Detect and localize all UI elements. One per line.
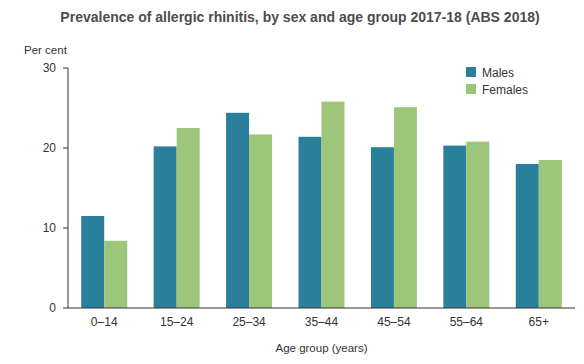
bar (104, 241, 127, 308)
legend-swatch (466, 84, 476, 94)
bars (81, 102, 562, 308)
legend-label: Females (482, 83, 528, 97)
bar (81, 216, 104, 308)
bar (443, 146, 466, 308)
legend-swatch (466, 67, 476, 77)
x-tick-label: 25–34 (232, 315, 266, 329)
bar (322, 102, 345, 308)
x-axis-label: Age group (years) (275, 342, 367, 354)
bar (226, 113, 249, 308)
x-tick-label: 0–14 (91, 315, 118, 329)
legend: Males Females (466, 66, 528, 97)
y-tick-label: 20 (43, 141, 57, 155)
y-tick (63, 68, 68, 69)
y-tick-label: 10 (43, 221, 57, 235)
y-tick (63, 308, 68, 309)
bar (154, 146, 177, 308)
y-tick-label: 30 (43, 61, 57, 75)
bar (249, 134, 272, 308)
x-tick-label: 55–64 (450, 315, 484, 329)
x-tick-label: 45–54 (377, 315, 411, 329)
y-tick (63, 148, 68, 149)
chart-svg: Prevalence of allergic rhinitis, by sex … (0, 0, 584, 364)
x-axis (68, 308, 575, 309)
bar (539, 160, 562, 308)
bar (466, 142, 489, 308)
bar (516, 164, 539, 308)
y-tick (63, 228, 68, 229)
bar (177, 128, 200, 308)
y-axis-label: Per cent (24, 44, 68, 56)
chart-container: Prevalence of allergic rhinitis, by sex … (0, 0, 584, 364)
title: Prevalence of allergic rhinitis, by sex … (60, 9, 539, 25)
y-tick-label: 0 (49, 301, 56, 315)
x-tick-label: 65+ (529, 315, 549, 329)
bar (371, 147, 394, 308)
x-tick-label: 35–44 (305, 315, 339, 329)
bar (299, 137, 322, 308)
legend-label: Males (482, 66, 514, 80)
x-tick-label: 15–24 (160, 315, 194, 329)
bar (394, 107, 417, 308)
y-axis (68, 68, 69, 308)
